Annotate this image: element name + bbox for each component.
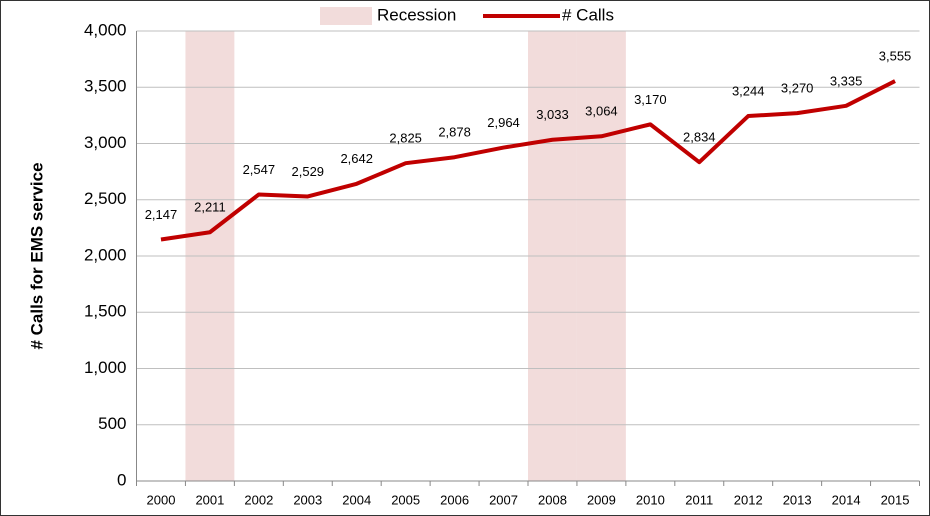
x-tick-label: 2015 <box>881 492 910 507</box>
y-tick-label: 2,000 <box>84 245 127 264</box>
data-label: 3,555 <box>879 49 912 64</box>
x-tick-label: 2010 <box>636 492 665 507</box>
data-label: 2,878 <box>438 125 471 140</box>
data-label: 2,964 <box>487 115 520 130</box>
x-tick-label: 2013 <box>783 492 812 507</box>
data-label: 2,642 <box>340 151 373 166</box>
data-label: 3,064 <box>585 104 618 119</box>
x-tick-label: 2004 <box>342 492 371 507</box>
data-label: 3,335 <box>830 73 863 88</box>
x-tick-label: 2000 <box>147 492 176 507</box>
x-tick-label: 2008 <box>538 492 567 507</box>
data-label: 2,547 <box>243 162 276 177</box>
data-label: 2,529 <box>292 164 325 179</box>
x-tick-label: 2002 <box>244 492 273 507</box>
data-label: 2,147 <box>145 207 178 222</box>
x-tick-label: 2003 <box>293 492 322 507</box>
y-tick-label: 3,000 <box>84 133 127 152</box>
y-tick-label: 1,500 <box>84 302 127 321</box>
legend-label: # Calls <box>562 5 614 24</box>
y-tick-label: 0 <box>117 470 126 489</box>
y-tick-label: 2,500 <box>84 189 127 208</box>
x-tick-label: 2006 <box>440 492 469 507</box>
x-tick-label: 2012 <box>734 492 763 507</box>
data-label: 3,244 <box>732 83 765 98</box>
calls-line <box>160 79 896 242</box>
x-tick-label: 2014 <box>832 492 861 507</box>
y-axis-label: # Calls for EMS service <box>27 162 46 349</box>
data-label: 2,211 <box>194 200 226 215</box>
data-label: 2,825 <box>389 131 422 146</box>
y-tick-label: 4,000 <box>84 20 127 39</box>
x-tick-label: 2009 <box>587 492 616 507</box>
data-label: 3,033 <box>536 107 569 122</box>
x-tick-label: 2007 <box>489 492 518 507</box>
y-tick-label: 500 <box>98 414 126 433</box>
x-tick-label: 2005 <box>391 492 420 507</box>
x-tick-label: 2001 <box>195 492 224 507</box>
data-label: 3,170 <box>634 92 667 107</box>
x-tick-label: 2011 <box>685 492 713 507</box>
data-label: 2,834 <box>683 130 716 145</box>
legend-label: Recession <box>377 5 456 24</box>
legend-swatch <box>320 7 372 25</box>
y-tick-label: 1,000 <box>84 358 127 377</box>
y-tick-label: 3,500 <box>84 77 127 96</box>
data-label: 3,270 <box>781 81 814 96</box>
